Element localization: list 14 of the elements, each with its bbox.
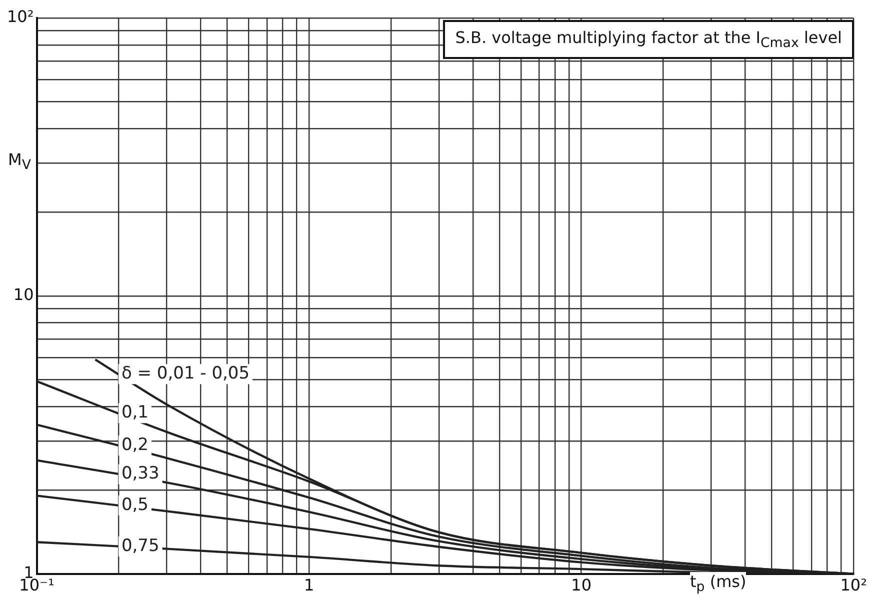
series-label: 0,33 bbox=[121, 464, 160, 484]
x-tick-label: 10² bbox=[840, 576, 868, 595]
x-axis-title: t$_{p}$ (ms) bbox=[690, 572, 746, 596]
text: S.B. voltage multiplying factor at the I$_{Cmax}$ level bbox=[443, 20, 854, 60]
series-label: 0,75 bbox=[121, 536, 160, 556]
series-label: δ = 0,01 - 0,05 bbox=[121, 364, 250, 384]
y-tick-label: 10 bbox=[13, 285, 34, 304]
series-label: 0,1 bbox=[121, 402, 149, 423]
y-axis-title: M$_{V}$ bbox=[8, 150, 31, 174]
x-tick-label: 1 bbox=[304, 576, 314, 595]
y-tick-label: 10² bbox=[6, 7, 34, 26]
series-label: 0,2 bbox=[121, 435, 149, 456]
series-label: 0,5 bbox=[121, 494, 149, 515]
x-tick-label: 10 bbox=[571, 576, 592, 595]
